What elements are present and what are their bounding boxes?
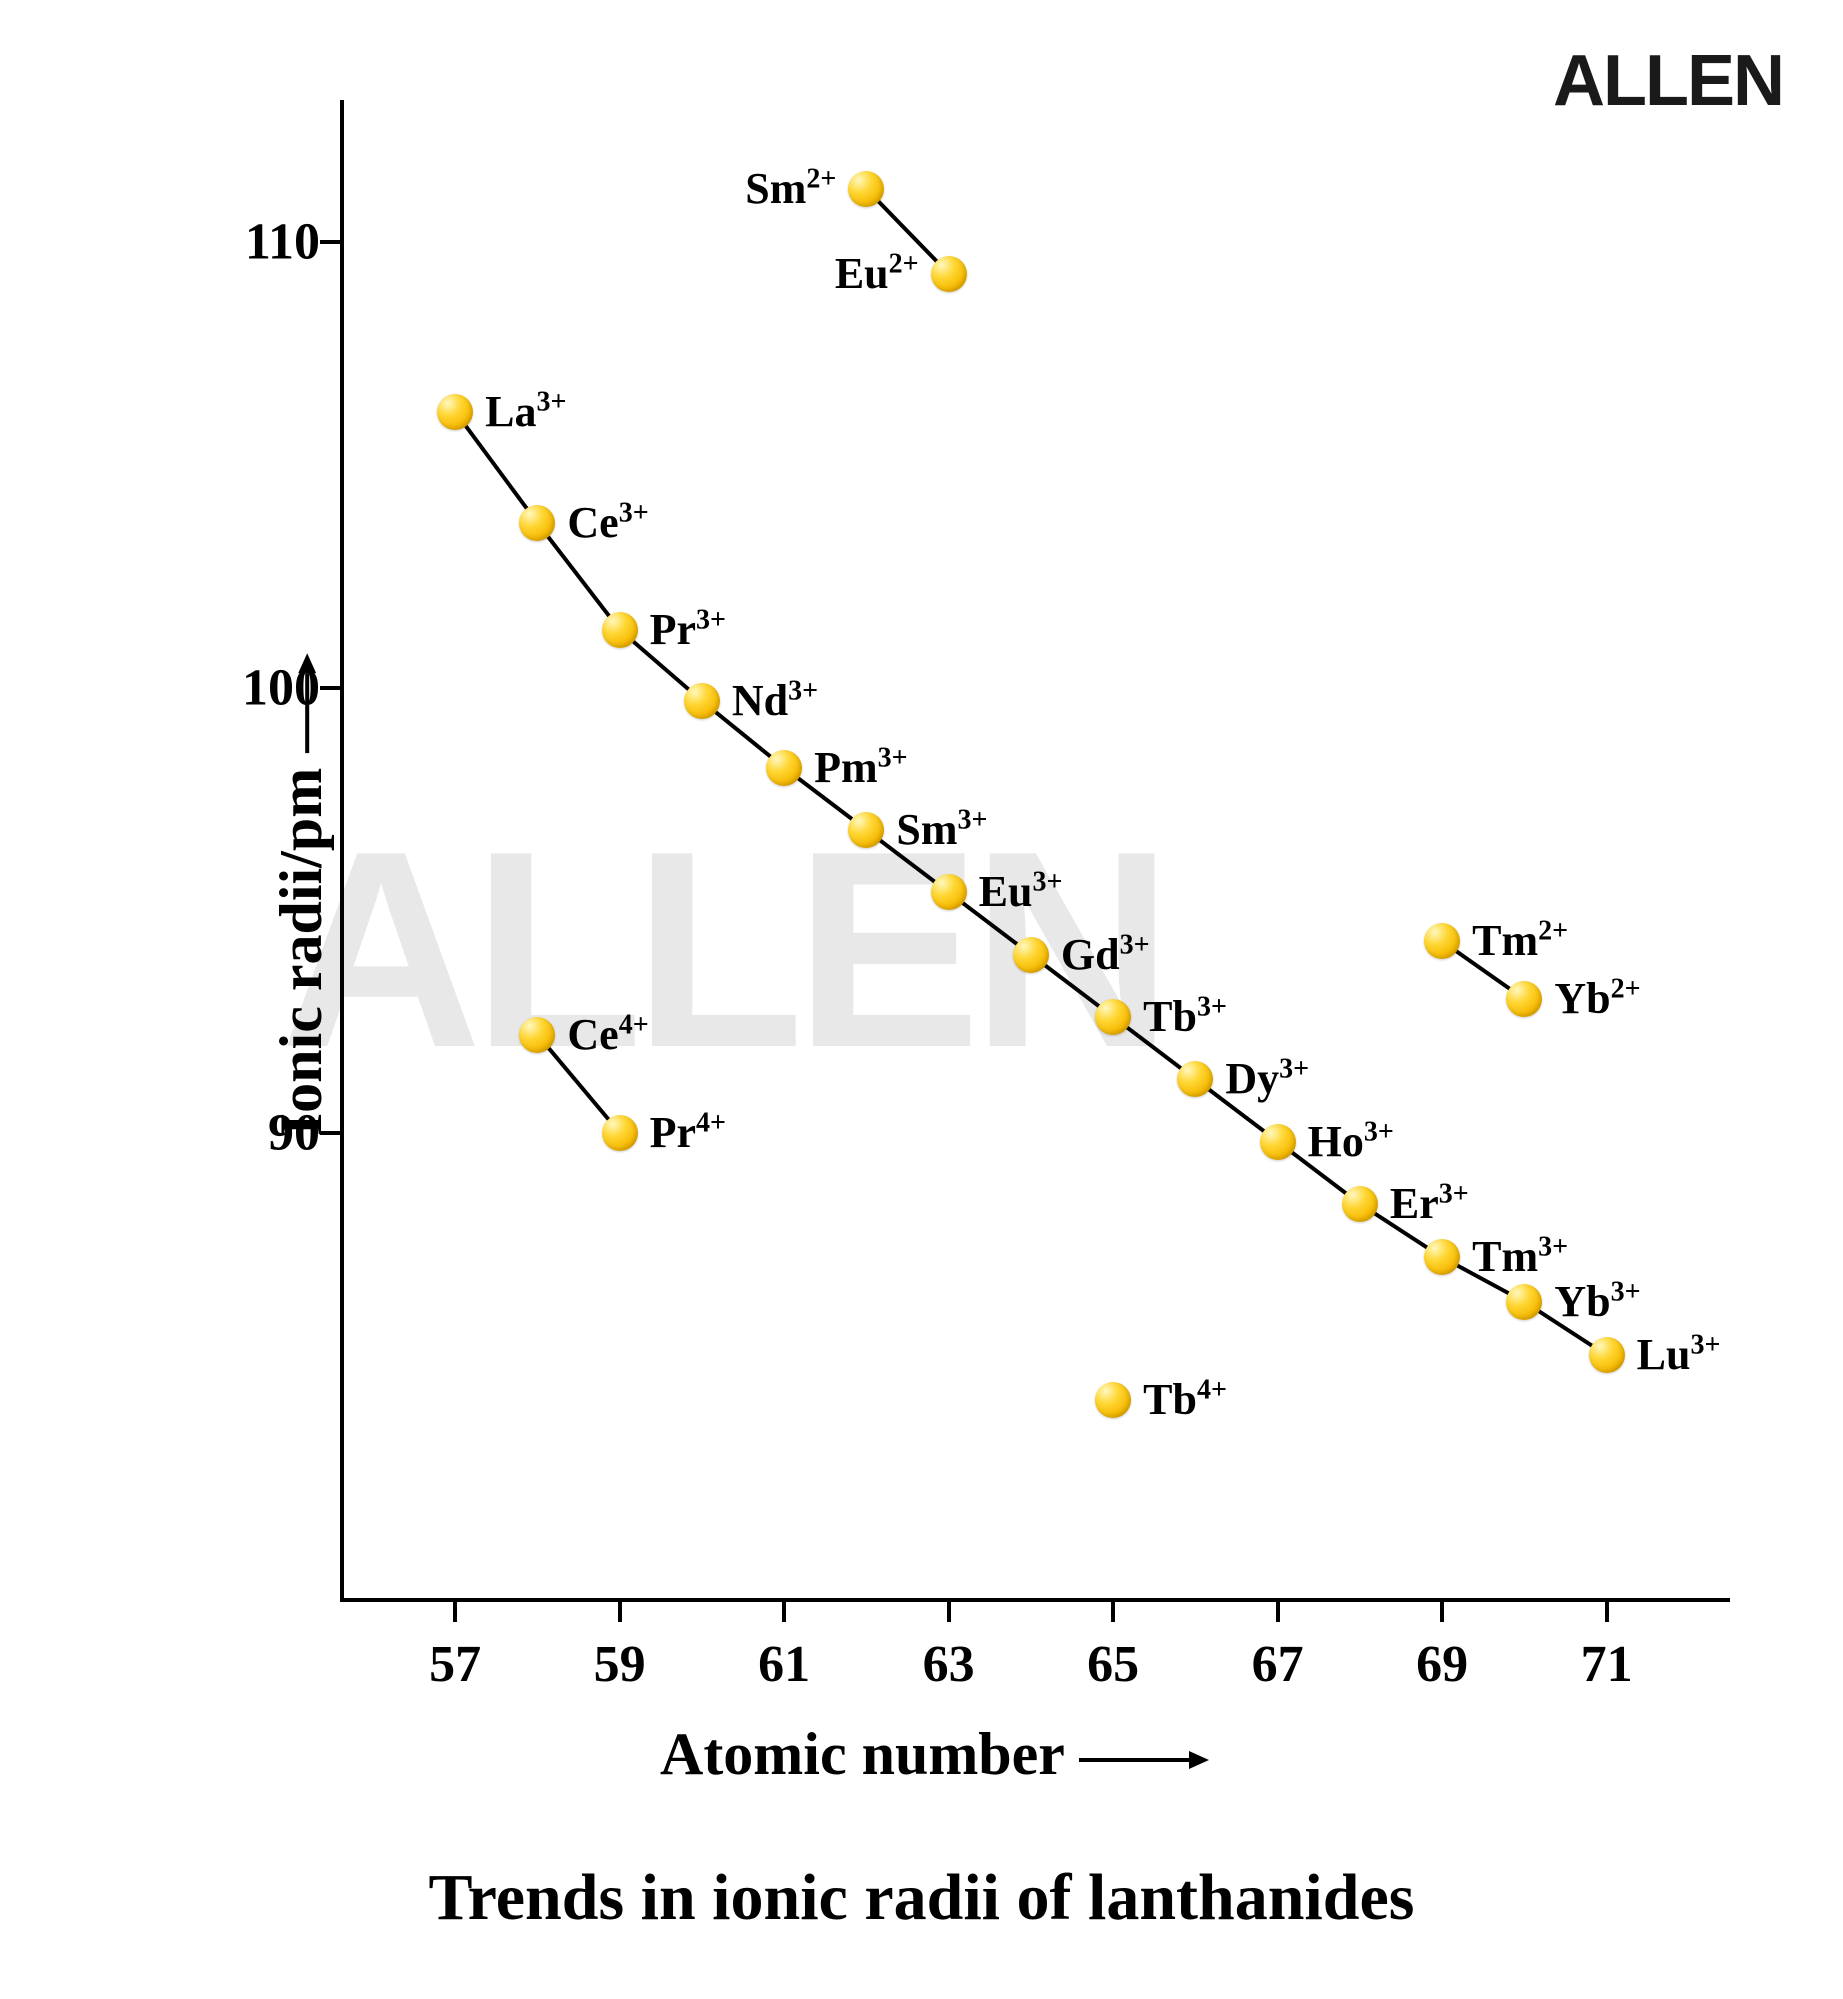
data-point-marker (1013, 937, 1049, 973)
data-point-label: Ce3+ (567, 497, 648, 548)
data-point-label: Tm3+ (1472, 1231, 1568, 1282)
data-point-marker (1342, 1186, 1378, 1222)
data-point-label: Eu2+ (835, 248, 919, 299)
data-point-marker (848, 812, 884, 848)
data-point-marker (848, 171, 884, 207)
data-point-marker (1589, 1337, 1625, 1373)
data-point-marker (437, 394, 473, 430)
data-point-label: Sm2+ (745, 163, 836, 214)
data-point-marker (602, 612, 638, 648)
data-point-marker (931, 874, 967, 910)
data-point-marker (1260, 1124, 1296, 1160)
data-point-label: Dy3+ (1225, 1053, 1309, 1104)
data-point-label: Pr3+ (650, 604, 726, 655)
data-point-marker (602, 1115, 638, 1151)
data-point-label: Yb3+ (1554, 1276, 1640, 1327)
page-root: ALLEN ALLEN La3+Ce3+Pr3+Nd3+Pm3+Sm3+Eu3+… (0, 0, 1843, 1999)
data-point-label: Ho3+ (1308, 1116, 1394, 1167)
data-point-label: Nd3+ (732, 675, 818, 726)
data-point-label: La3+ (485, 386, 566, 437)
data-point-label: Pm3+ (814, 742, 908, 793)
data-point-label: Er3+ (1390, 1178, 1469, 1229)
data-point-label: Yb2+ (1554, 973, 1640, 1024)
data-point-marker (1506, 981, 1542, 1017)
data-point-label: Tm2+ (1472, 915, 1568, 966)
data-point-label: Lu3+ (1637, 1329, 1721, 1380)
data-point-marker (766, 750, 802, 786)
data-point-marker (519, 505, 555, 541)
data-point-marker (519, 1017, 555, 1053)
data-point-label: Gd3+ (1061, 929, 1150, 980)
data-point-label: Sm3+ (896, 804, 987, 855)
chart-caption: Trends in ionic radii of lanthanides (0, 1860, 1843, 1936)
data-point-marker (1095, 999, 1131, 1035)
data-point-label: Tb4+ (1143, 1374, 1227, 1425)
data-point-label: Eu3+ (979, 866, 1063, 917)
data-point-marker (1177, 1061, 1213, 1097)
data-point-marker (1424, 1239, 1460, 1275)
data-point-marker (931, 256, 967, 292)
data-point-marker (1095, 1382, 1131, 1418)
data-point-marker (1506, 1284, 1542, 1320)
data-point-label: Tb3+ (1143, 991, 1227, 1042)
data-point-label: Pr4+ (650, 1107, 726, 1158)
data-point-label: Ce4+ (567, 1009, 648, 1060)
data-point-marker (684, 683, 720, 719)
lanthanide-chart: La3+ Ce3+ Pr3+Nd3+ Pm3+ Sm3+ Eu3+ Gd3+ Tb3+ Dy3+… (100, 100, 1750, 1750)
data-point-marker (1424, 923, 1460, 959)
